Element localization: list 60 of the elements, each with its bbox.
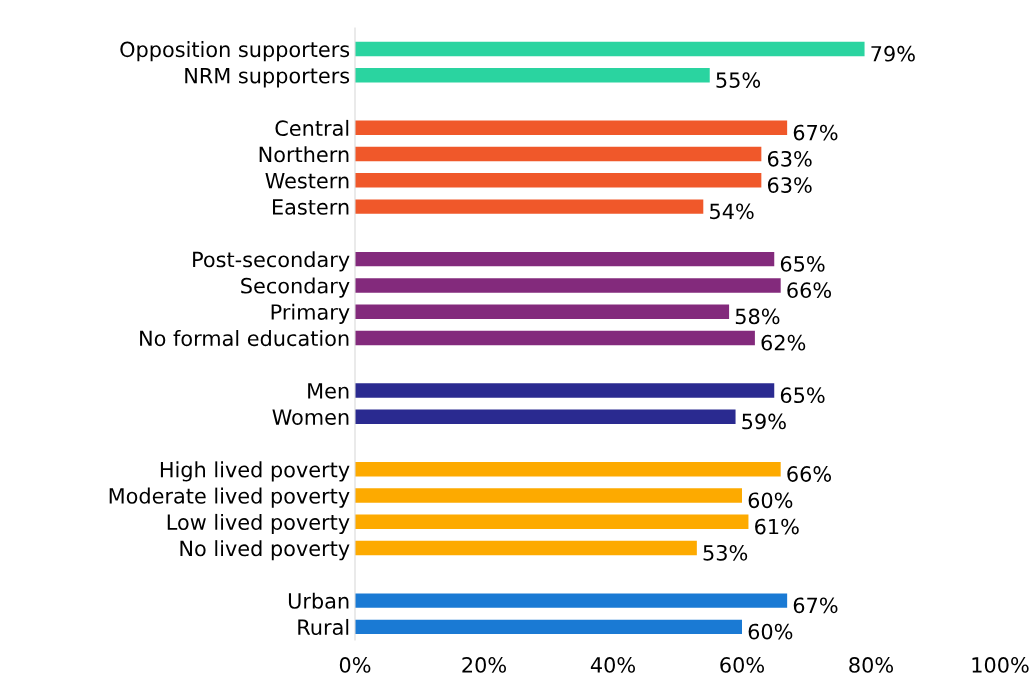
bar: [355, 409, 736, 424]
bar: [355, 488, 742, 503]
y-tick-label: No lived poverty: [180, 540, 350, 561]
y-tick-label: Moderate lived poverty: [109, 487, 350, 508]
y-tick-label: Women: [272, 409, 349, 425]
x-tick-label: 40%: [590, 657, 635, 673]
data-label: 62%: [761, 334, 806, 351]
y-tick-label: Opposition supporters: [120, 41, 350, 62]
bar: [355, 146, 762, 162]
bar: [355, 278, 781, 293]
y-tick-label: No formal education: [140, 330, 349, 347]
bar: [355, 619, 742, 635]
data-label: 59%: [742, 413, 786, 430]
data-label: 61%: [755, 518, 799, 535]
y-tick-label: Low lived poverty: [167, 513, 350, 535]
data-label: 60%: [748, 492, 793, 509]
bar: [355, 199, 704, 214]
y-tick-label: Northern: [259, 146, 349, 163]
x-tick-label: 60%: [720, 657, 764, 673]
bar: [355, 173, 762, 188]
y-tick-label: Primary: [271, 303, 350, 324]
x-tick-label: 20%: [462, 657, 506, 673]
bar: [355, 593, 788, 608]
data-label: 54%: [710, 203, 754, 220]
y-tick-label: Eastern: [273, 199, 349, 215]
y-tick-label: Secondary: [241, 277, 350, 298]
y-tick-label: NRM supporters: [185, 68, 350, 88]
y-tick-label: Post-secondary: [193, 251, 350, 272]
bar: [355, 383, 775, 398]
data-label: 65%: [780, 255, 825, 272]
data-label: 79%: [871, 45, 915, 62]
y-tick-label: Urban: [288, 592, 349, 609]
data-label: 58%: [735, 308, 780, 325]
data-label: 66%: [787, 466, 832, 482]
bar: [355, 304, 730, 319]
bar: [355, 514, 749, 530]
data-label: 55%: [716, 72, 761, 88]
y-tick-label: Rural: [298, 618, 349, 636]
data-label: 63%: [767, 150, 812, 167]
bar: [355, 540, 697, 556]
x-tick-label: 0%: [339, 657, 371, 673]
x-tick-label: 80%: [849, 657, 893, 673]
data-label: 67%: [793, 124, 838, 141]
y-tick-label: Central: [275, 119, 349, 137]
bar: [355, 462, 781, 477]
y-tick-label: High lived poverty: [160, 461, 350, 482]
y-tick-label: Men: [308, 383, 349, 399]
data-label: 65%: [780, 387, 825, 404]
x-tick-label: 100%: [972, 657, 1029, 673]
data-label: 53%: [703, 544, 748, 561]
data-label: 63%: [767, 177, 812, 193]
data-label: 67%: [793, 597, 838, 614]
bar: [355, 41, 865, 57]
data-label: 60%: [748, 623, 793, 640]
y-tick-label: Western: [265, 173, 349, 189]
bar: [355, 120, 788, 136]
bar: [355, 251, 775, 267]
bar: [355, 330, 755, 346]
data-label: 66%: [787, 282, 832, 299]
bar: [355, 68, 710, 83]
